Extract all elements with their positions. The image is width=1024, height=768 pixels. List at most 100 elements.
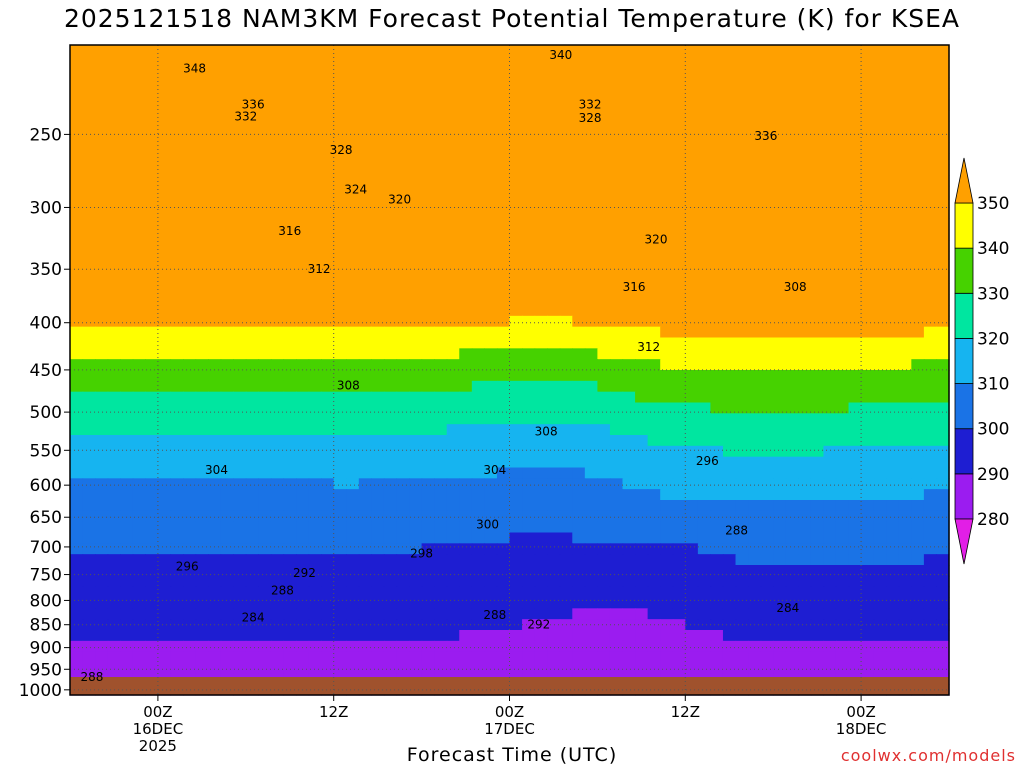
field-cell (798, 240, 812, 252)
field-cell (296, 597, 310, 609)
field-cell (722, 640, 737, 653)
field-cell (157, 250, 172, 263)
field-cell (333, 250, 347, 263)
field-cell (748, 175, 762, 187)
field-cell (810, 272, 825, 284)
field-cell (685, 120, 699, 133)
field-cell (195, 575, 209, 588)
field-cell (534, 554, 548, 566)
field-cell (70, 456, 84, 469)
field-cell (471, 413, 485, 425)
field-cell (82, 229, 96, 241)
field-cell (358, 45, 372, 57)
field-cell (886, 597, 900, 609)
field-cell (409, 489, 423, 501)
field-cell (685, 608, 699, 620)
field-cell (233, 240, 247, 252)
field-cell (622, 424, 636, 436)
field-cell (195, 142, 209, 154)
field-cell (496, 240, 511, 252)
field-cell (459, 370, 473, 382)
field-cell (597, 348, 611, 360)
field-cell (396, 554, 410, 566)
field-cell (861, 175, 875, 187)
field-cell (685, 99, 699, 111)
field-cell (346, 229, 360, 241)
field-cell (107, 424, 121, 436)
field-cell (471, 142, 485, 154)
field-cell (82, 66, 96, 79)
field-cell (145, 348, 159, 360)
field-cell (923, 478, 938, 490)
field-cell (923, 489, 938, 501)
field-cell (321, 326, 335, 339)
field-cell (823, 554, 837, 566)
field-cell (296, 575, 310, 588)
field-cell (635, 88, 649, 100)
field-cell (459, 305, 473, 317)
field-cell (233, 575, 247, 588)
field-cell (70, 77, 84, 89)
field-cell (810, 510, 825, 523)
field-cell (421, 45, 435, 57)
field-cell (195, 283, 209, 295)
field-cell (660, 640, 674, 653)
field-cell (421, 207, 435, 219)
field-cell (245, 45, 259, 57)
field-cell (547, 77, 561, 89)
field-cell (95, 283, 109, 295)
field-cell (459, 478, 473, 490)
field-cell (635, 662, 649, 674)
y-tick-label: 850 (30, 616, 62, 636)
field-cell (685, 175, 699, 187)
field-cell (120, 543, 134, 555)
field-cell (120, 294, 134, 306)
field-cell (434, 218, 448, 230)
field-cell (735, 142, 749, 154)
field-cell (823, 608, 837, 620)
field-cell (898, 240, 912, 252)
field-cell (547, 510, 561, 523)
field-cell (509, 391, 523, 404)
field-cell (647, 240, 661, 252)
field-cell (534, 175, 548, 187)
field-cell (823, 283, 837, 295)
field-cell (145, 45, 159, 57)
field-cell (308, 326, 322, 339)
field-cell (835, 424, 850, 436)
field-cell (760, 120, 774, 133)
field-cell (383, 500, 398, 512)
field-cell (522, 348, 536, 360)
field-cell (785, 359, 799, 371)
field-cell (308, 283, 322, 295)
field-cell (584, 521, 598, 534)
field-cell (183, 315, 197, 328)
field-cell (70, 196, 84, 209)
field-cell (748, 651, 762, 664)
field-cell (421, 532, 435, 544)
y-tick-label: 350 (30, 260, 62, 280)
field-cell (183, 359, 197, 371)
field-cell (132, 521, 146, 534)
field-cell (697, 543, 712, 555)
field-cell (848, 651, 862, 664)
field-cell (685, 456, 699, 469)
field-cell (660, 380, 674, 393)
field-cell (936, 391, 950, 404)
field-cell (145, 120, 159, 133)
field-cell (183, 651, 197, 664)
field-cell (936, 88, 950, 100)
field-cell (722, 175, 737, 187)
contour-label: 284 (242, 611, 265, 625)
field-cell (383, 662, 398, 674)
field-cell (597, 207, 611, 219)
y-tick-label: 1000 (19, 681, 62, 701)
field-cell (157, 435, 172, 447)
field-cell (597, 391, 611, 404)
field-cell (534, 435, 548, 447)
field-cell (170, 380, 184, 393)
field-cell (346, 326, 360, 339)
field-cell (873, 586, 887, 599)
field-cell (911, 478, 925, 490)
field-cell (660, 456, 674, 469)
